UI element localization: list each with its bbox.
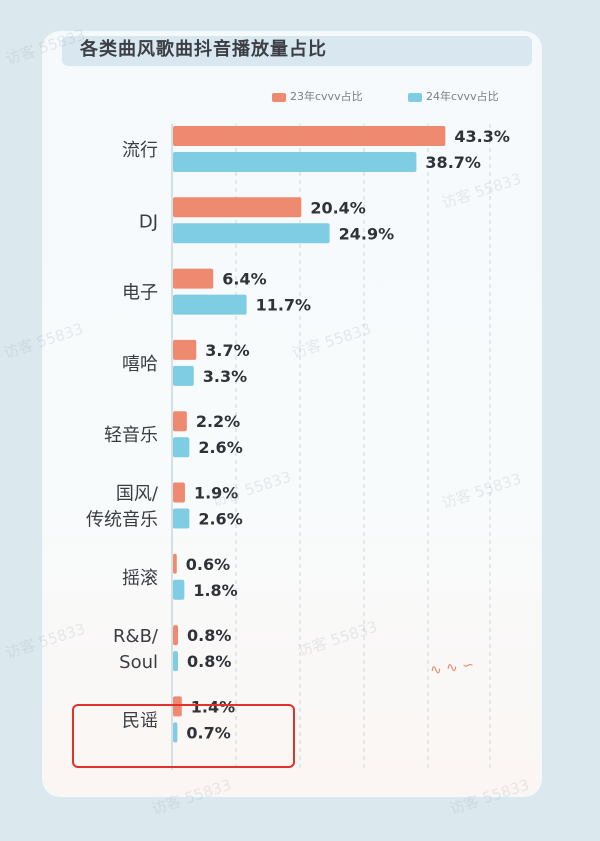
bar-24 <box>173 508 190 529</box>
data-label: 3.7% <box>205 341 249 360</box>
legend-item-24: 24年cvvv占比 <box>408 90 499 104</box>
data-label: 2.2% <box>196 412 240 431</box>
bar-23 <box>173 339 197 360</box>
data-label: 2.6% <box>198 510 242 529</box>
category-label: 民谣 <box>122 710 158 731</box>
data-label: 0.7% <box>186 723 230 742</box>
bar-23 <box>173 482 185 503</box>
data-label: 3.3% <box>203 367 247 386</box>
bar-24 <box>173 722 178 743</box>
data-label: 1.8% <box>193 581 237 600</box>
category-label: 流行 <box>122 140 158 161</box>
category-label: 电子 <box>122 283 158 304</box>
bar-23 <box>173 411 187 432</box>
bar-24 <box>173 152 417 172</box>
legend-label-24: 24年cvvv占比 <box>426 90 499 103</box>
bar-23 <box>173 553 177 574</box>
bar-24 <box>173 294 247 315</box>
category-label: R&B/Soul <box>113 626 159 673</box>
category-label: 轻音乐 <box>104 425 158 446</box>
highlight-box <box>72 704 295 768</box>
legend-swatch-24 <box>408 92 422 102</box>
legend-swatch-23 <box>272 92 286 102</box>
bar-23 <box>173 625 179 646</box>
bar-23 <box>173 126 446 146</box>
data-label: 0.8% <box>187 626 231 645</box>
title-bar <box>62 36 532 66</box>
bar-24 <box>173 365 194 386</box>
data-label: 24.9% <box>339 224 395 243</box>
bar-24 <box>173 579 185 600</box>
legend-item-23: 23年cvvv占比 <box>272 90 363 104</box>
data-label: 38.7% <box>425 153 481 172</box>
data-label: 43.3% <box>454 127 510 146</box>
data-label: 1.4% <box>191 697 235 716</box>
bar-24 <box>173 223 330 244</box>
category-label: DJ <box>139 211 158 232</box>
bar-23 <box>173 268 214 289</box>
data-label: 6.4% <box>222 270 266 289</box>
data-label: 11.7% <box>256 296 312 315</box>
data-label: 2.6% <box>198 438 242 457</box>
category-label: 摇滚 <box>122 568 158 589</box>
legend-label-23: 23年cvvv占比 <box>290 90 363 103</box>
category-label: 嘻哈 <box>122 354 158 375</box>
bar-23 <box>173 197 302 218</box>
category-label: 国风/传统音乐 <box>86 484 159 531</box>
data-label: 0.6% <box>186 555 230 574</box>
data-label: 1.9% <box>194 484 238 503</box>
bar-24 <box>173 651 179 672</box>
chart-title: 各类曲风歌曲抖音播放量占比 <box>80 39 327 60</box>
bar-24 <box>173 437 190 458</box>
data-label: 0.8% <box>187 652 231 671</box>
data-label: 20.4% <box>310 198 366 217</box>
bar-23 <box>173 696 182 717</box>
